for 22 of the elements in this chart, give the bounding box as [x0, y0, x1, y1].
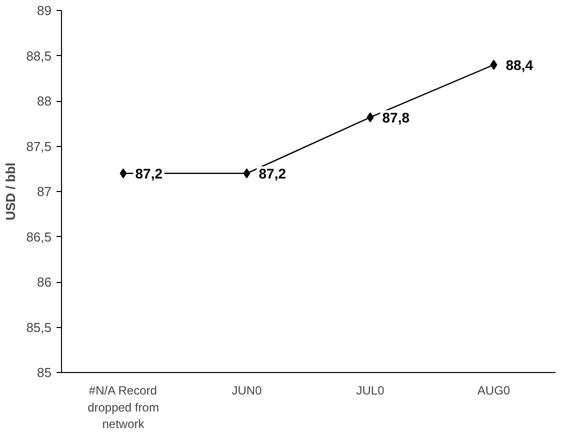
x-tick-label: #N/A Record dropped from network	[88, 384, 159, 432]
point	[366, 112, 374, 122]
point	[120, 168, 127, 178]
x-tick-label: JUL0	[356, 384, 385, 398]
y-tick-label: 86	[37, 274, 52, 290]
y-tick-label: 88	[37, 94, 52, 108]
y-tick-label: 88,5	[26, 48, 52, 64]
y-tick-label: 85	[37, 365, 52, 380]
data-label: 87,8	[382, 109, 410, 126]
y-tick-label: 89	[37, 3, 52, 18]
y-tick-label: 87	[37, 184, 52, 199]
point	[243, 168, 250, 178]
x-tick-label: JUN0	[232, 384, 262, 398]
y-tick-label: 85,5	[26, 320, 52, 335]
point	[490, 60, 498, 70]
x-tick-label: AUG0	[477, 384, 510, 398]
data-label: 87,2	[135, 165, 163, 182]
y-axis-title: USD / bbl	[3, 162, 18, 220]
data-label: 87,2	[258, 165, 286, 182]
y-tick-label: 86,5	[26, 229, 52, 244]
data-label: 88,4	[506, 56, 534, 73]
y-tick-label: 87,5	[26, 138, 52, 154]
